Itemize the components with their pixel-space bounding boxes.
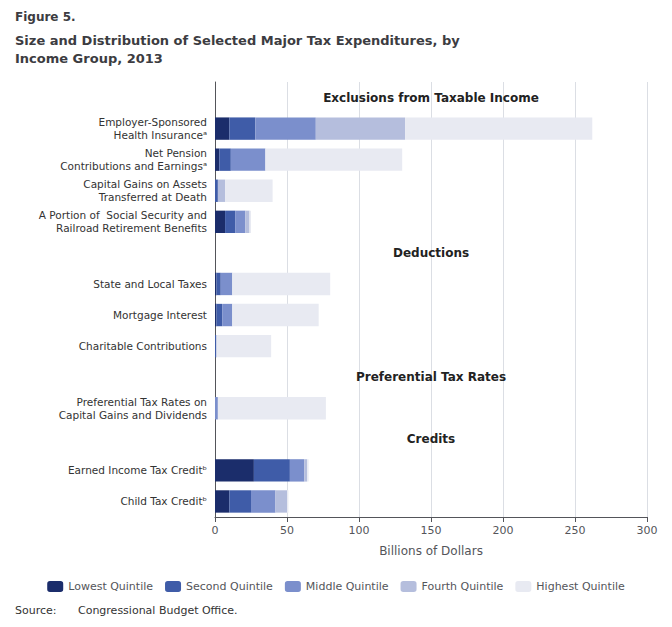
svg-text:Mortgage Interest: Mortgage Interest (113, 309, 207, 321)
svg-text:State and Local Taxes: State and Local Taxes (93, 278, 207, 290)
svg-text:Billions of Dollars: Billions of Dollars (379, 544, 483, 558)
svg-text:Health Insuranceᵃ: Health Insuranceᵃ (114, 129, 207, 141)
svg-text:Transferred at Death: Transferred at Death (98, 191, 207, 203)
svg-text:300: 300 (637, 524, 658, 537)
svg-text:Middle Quintile: Middle Quintile (306, 580, 389, 593)
svg-text:Preferential Tax Rates: Preferential Tax Rates (356, 370, 506, 384)
svg-text:Child Tax Creditᵇ: Child Tax Creditᵇ (120, 495, 207, 507)
svg-text:200: 200 (493, 524, 514, 537)
svg-text:Credits: Credits (407, 432, 455, 446)
svg-text:Fourth Quintile: Fourth Quintile (422, 580, 504, 593)
svg-text:50: 50 (280, 524, 294, 537)
svg-text:Employer-Sponsored: Employer-Sponsored (99, 116, 208, 128)
svg-text:Lowest Quintile: Lowest Quintile (68, 580, 153, 593)
svg-text:Size and Distribution of Selec: Size and Distribution of Selected Major … (15, 33, 460, 48)
svg-text:0: 0 (212, 524, 219, 537)
svg-text:150: 150 (421, 524, 442, 537)
svg-text:Capital Gains and Dividends: Capital Gains and Dividends (59, 409, 207, 421)
svg-text:Railroad Retirement Benefits: Railroad Retirement Benefits (56, 222, 207, 234)
svg-text:Figure 5.: Figure 5. (15, 10, 76, 24)
svg-text:A Portion of Social Security: A Portion of Social Security and (39, 209, 207, 221)
svg-text:Charitable Contributions: Charitable Contributions (79, 340, 207, 352)
svg-text:Earned Income Tax Creditᵇ: Earned Income Tax Creditᵇ (68, 464, 207, 476)
svg-text:Capital Gains on Assets: Capital Gains on Assets (83, 178, 207, 190)
svg-text:Second Quintile: Second Quintile (186, 580, 273, 593)
svg-text:Deductions: Deductions (393, 246, 469, 260)
svg-text:250: 250 (565, 524, 586, 537)
svg-text:Net Pension: Net Pension (145, 147, 207, 159)
svg-text:100: 100 (349, 524, 370, 537)
svg-text:Contributions and Earningsᵃ: Contributions and Earningsᵃ (60, 160, 207, 172)
svg-text:Exclusions from Taxable Income: Exclusions from Taxable Income (323, 91, 539, 105)
svg-text:Highest Quintile: Highest Quintile (536, 580, 625, 593)
svg-text:Source: Congressional Budge: Source: Congressional Budget Office. (15, 604, 238, 617)
svg-text:Preferential Tax Rates on: Preferential Tax Rates on (77, 396, 207, 408)
svg-text:Income Group, 2013: Income Group, 2013 (15, 51, 163, 66)
